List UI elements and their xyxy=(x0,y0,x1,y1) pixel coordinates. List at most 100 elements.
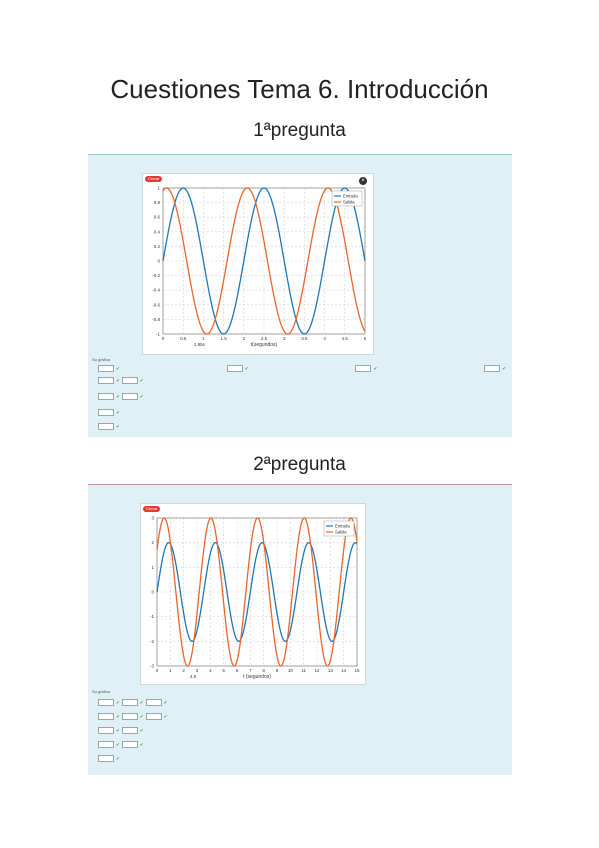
q1-blank-3[interactable] xyxy=(355,365,372,372)
q1-blank-1[interactable] xyxy=(98,365,114,372)
y-tick-label: -0.8 xyxy=(152,317,160,322)
y-tick-label: 1 xyxy=(151,565,154,570)
y-tick-label: -1 xyxy=(156,332,160,337)
y-tick-label: -2 xyxy=(150,639,154,644)
q2-close-badge[interactable]: Cerrar xyxy=(143,506,161,512)
series-line xyxy=(162,187,366,335)
x-tick-label: 0 xyxy=(162,336,165,341)
x-tick-label: 0.5 xyxy=(180,336,187,341)
q1-blank-4[interactable] xyxy=(484,365,501,372)
x-tick-label: 3.5 xyxy=(301,336,308,341)
x-tick-label: 6 xyxy=(236,668,239,673)
q2-answer-row-3: ✔ ✔ xyxy=(98,727,506,734)
check-icon: ✔ xyxy=(116,409,120,415)
y-tick-label: -3 xyxy=(150,664,154,669)
check-icon: ✔ xyxy=(116,755,120,761)
q2-answer-row-1: ✔ ✔ ✔ xyxy=(98,699,506,706)
x-tick-label: 5 xyxy=(364,336,367,341)
check-icon: ✔ xyxy=(116,377,120,383)
q1-close-badge[interactable]: Cerrar xyxy=(145,176,163,182)
q2-blank-9[interactable] xyxy=(98,741,114,748)
x-tick-label: 4 xyxy=(323,336,326,341)
x-tick-label: 13 xyxy=(328,668,334,673)
x-tick-label: 4 xyxy=(209,668,212,673)
check-icon: ✔ xyxy=(139,727,144,733)
x-tick-label: 2 xyxy=(182,668,185,673)
x-tick-label: 12 xyxy=(314,668,320,673)
series-line xyxy=(162,187,366,335)
check-icon: ✔ xyxy=(116,699,120,705)
q1-answer-row-5: ✔ xyxy=(98,423,506,430)
q2-answer-row-4: ✔ ✔ xyxy=(98,741,506,748)
q1-chart: Cerrar × 0 0.5 1 1.5 2 2.5 3 3.5 4 4.5 5 1 0.8 0.6 0.4… xyxy=(142,173,374,355)
q1-blank-5[interactable] xyxy=(98,377,114,384)
q1-heading: 1ªpregunta xyxy=(253,120,346,141)
x-tick-label: 4.5 xyxy=(342,336,349,341)
q1-chart-svg: 0 0.5 1 1.5 2 2.5 3 3.5 4 4.5 5 1 0.8 0.6 0.4 0.2 0 -0.2 -… xyxy=(152,186,367,349)
q2-blank-5[interactable] xyxy=(121,713,138,720)
q1-answer-row-1: ✔ ✔ ✔ ✔ xyxy=(98,365,506,372)
check-icon: ✔ xyxy=(116,423,120,429)
legend-label: Entrada xyxy=(335,524,350,529)
x-axis-label: t (segundos) xyxy=(243,674,271,680)
series-line xyxy=(156,542,358,642)
y-tick-label: -1 xyxy=(150,614,154,619)
check-icon: ✔ xyxy=(502,365,506,371)
q2-blank-6[interactable] xyxy=(145,713,162,720)
q2-chart: Cerrar 0 1 2 3 4 5 6 7 8 9 10 11 12 13 14 15 3 2 1 0 -1 -2 -3 E… xyxy=(140,503,366,685)
check-icon: ✔ xyxy=(163,713,168,719)
q1-blank-2[interactable] xyxy=(226,365,243,372)
check-icon: ✔ xyxy=(163,699,168,705)
y-tick-label: -0.2 xyxy=(152,273,160,278)
check-icon: ✔ xyxy=(139,699,144,705)
q2-blank-11[interactable] xyxy=(98,755,114,762)
q1-blank-7[interactable] xyxy=(98,393,114,400)
x-tick-label: 9 xyxy=(276,668,279,673)
q2-blank-10[interactable] xyxy=(121,741,138,748)
q2-chart-svg: 0 1 2 3 4 5 6 7 8 9 10 11 12 13 14 153210-1-2-3EntradaS… xyxy=(150,516,360,681)
q2-blank-2[interactable] xyxy=(121,699,138,706)
x-tick-label: 10 xyxy=(288,668,294,673)
legend-label: Salida xyxy=(335,530,347,535)
x-tick-label: 3 xyxy=(196,668,199,673)
q2-blank-4[interactable] xyxy=(98,713,114,720)
check-icon: ✔ xyxy=(139,393,144,399)
y-tick-label: 0.6 xyxy=(154,215,161,220)
q2-blank-8[interactable] xyxy=(121,727,138,734)
x-tick-label: 8 xyxy=(262,668,265,673)
y-tick-label: -0.6 xyxy=(152,302,160,307)
x-tick-label: 7 xyxy=(249,668,252,673)
check-icon: ✔ xyxy=(116,365,120,371)
x-tick-label: 0 xyxy=(156,668,159,673)
check-icon: ✔ xyxy=(116,727,120,733)
q1-blank-6[interactable] xyxy=(121,377,138,384)
q1-panel: Cerrar × 0 0.5 1 1.5 2 2.5 3 3.5 4 4.5 5 1 0.8 0.6 0.4… xyxy=(88,154,512,437)
y-tick-label: 3 xyxy=(151,516,154,521)
y-tick-label: 2 xyxy=(151,540,154,545)
q1-close-icon[interactable]: × xyxy=(359,177,367,185)
q1-blank-10[interactable] xyxy=(98,423,114,430)
x-tick-label: 14 xyxy=(341,668,347,673)
q2-blank-7[interactable] xyxy=(98,727,114,734)
x-tick-label: 5 xyxy=(222,668,225,673)
check-icon: ✔ xyxy=(116,393,120,399)
q1-blank-8[interactable] xyxy=(121,393,138,400)
y-tick-label: 0 xyxy=(157,259,160,264)
check-icon: ✔ xyxy=(139,713,144,719)
q2-question-text-bar xyxy=(92,487,508,491)
q2-blank-1[interactable] xyxy=(98,699,114,706)
q2-answer-row-2: ✔ ✔ ✔ xyxy=(98,713,506,720)
marker-label: 4.5 xyxy=(190,674,197,679)
check-icon: ✔ xyxy=(244,365,249,371)
x-tick-label: 2 xyxy=(243,336,246,341)
legend-label: Salida xyxy=(343,200,355,205)
q1-blank-9[interactable] xyxy=(98,409,114,416)
check-icon: ✔ xyxy=(116,713,120,719)
check-icon: ✔ xyxy=(373,365,378,371)
y-tick-label: -0.4 xyxy=(152,288,160,293)
q2-blank-3[interactable] xyxy=(145,699,162,706)
y-tick-label: 0.4 xyxy=(154,229,161,234)
marker-label: 1.85s xyxy=(194,342,206,347)
legend-label: Entrada xyxy=(343,194,358,199)
q1-answer-row-2: ✔ ✔ xyxy=(98,377,506,384)
